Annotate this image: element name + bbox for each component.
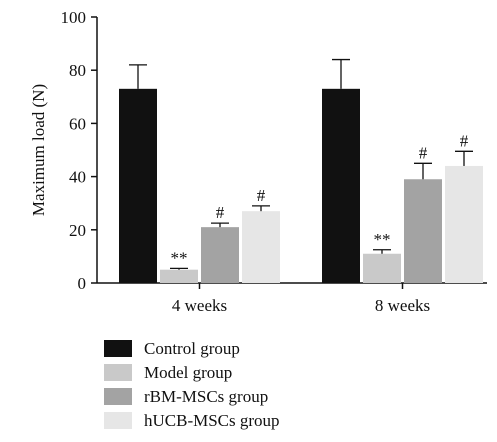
y-tick-label: 100 [61, 8, 87, 27]
bar-rbm-mscs-group-1 [404, 179, 442, 283]
legend-label: Control group [144, 339, 240, 358]
y-tick-label: 40 [69, 168, 86, 187]
y-tick-label: 0 [78, 274, 87, 293]
y-tick-label: 20 [69, 221, 86, 240]
bar-hucb-mscs-group-1 [445, 165, 483, 283]
bar-model-group-0 [160, 269, 198, 283]
significance-mark: # [460, 131, 469, 150]
significance-mark: # [419, 143, 428, 162]
legend-label: rBM-MSCs group [144, 387, 268, 406]
legend-label: Model group [144, 363, 232, 382]
significance-mark: # [257, 186, 266, 205]
axes: 0 20 40 60 80 100 Maximum load (N) 4 weeks 8 wee… [29, 8, 487, 315]
legend-swatch [104, 364, 132, 381]
legend-swatch [104, 388, 132, 405]
bar-model-group-1 [363, 253, 401, 283]
legend-swatch [104, 340, 132, 357]
legend-label: hUCB-MSCs group [144, 411, 280, 430]
bars: ** # # ** # # [119, 58, 483, 283]
significance-mark: # [216, 203, 225, 222]
bar-rbm-mscs-group-0 [201, 227, 239, 283]
y-tick-label: 60 [69, 114, 86, 133]
significance-mark: ** [374, 230, 391, 249]
x-tick-label: 4 weeks [172, 296, 227, 315]
bar-hucb-mscs-group-0 [242, 211, 280, 283]
x-tick-label: 8 weeks [375, 296, 430, 315]
significance-mark: ** [171, 248, 188, 267]
legend: Control group Model group rBM-MSCs group hU… [104, 339, 280, 430]
y-tick-label: 80 [69, 61, 86, 80]
legend-swatch [104, 412, 132, 429]
bar-control-group-0 [119, 88, 157, 283]
y-axis-title: Maximum load (N) [29, 84, 48, 216]
bar-control-group-1 [322, 88, 360, 283]
